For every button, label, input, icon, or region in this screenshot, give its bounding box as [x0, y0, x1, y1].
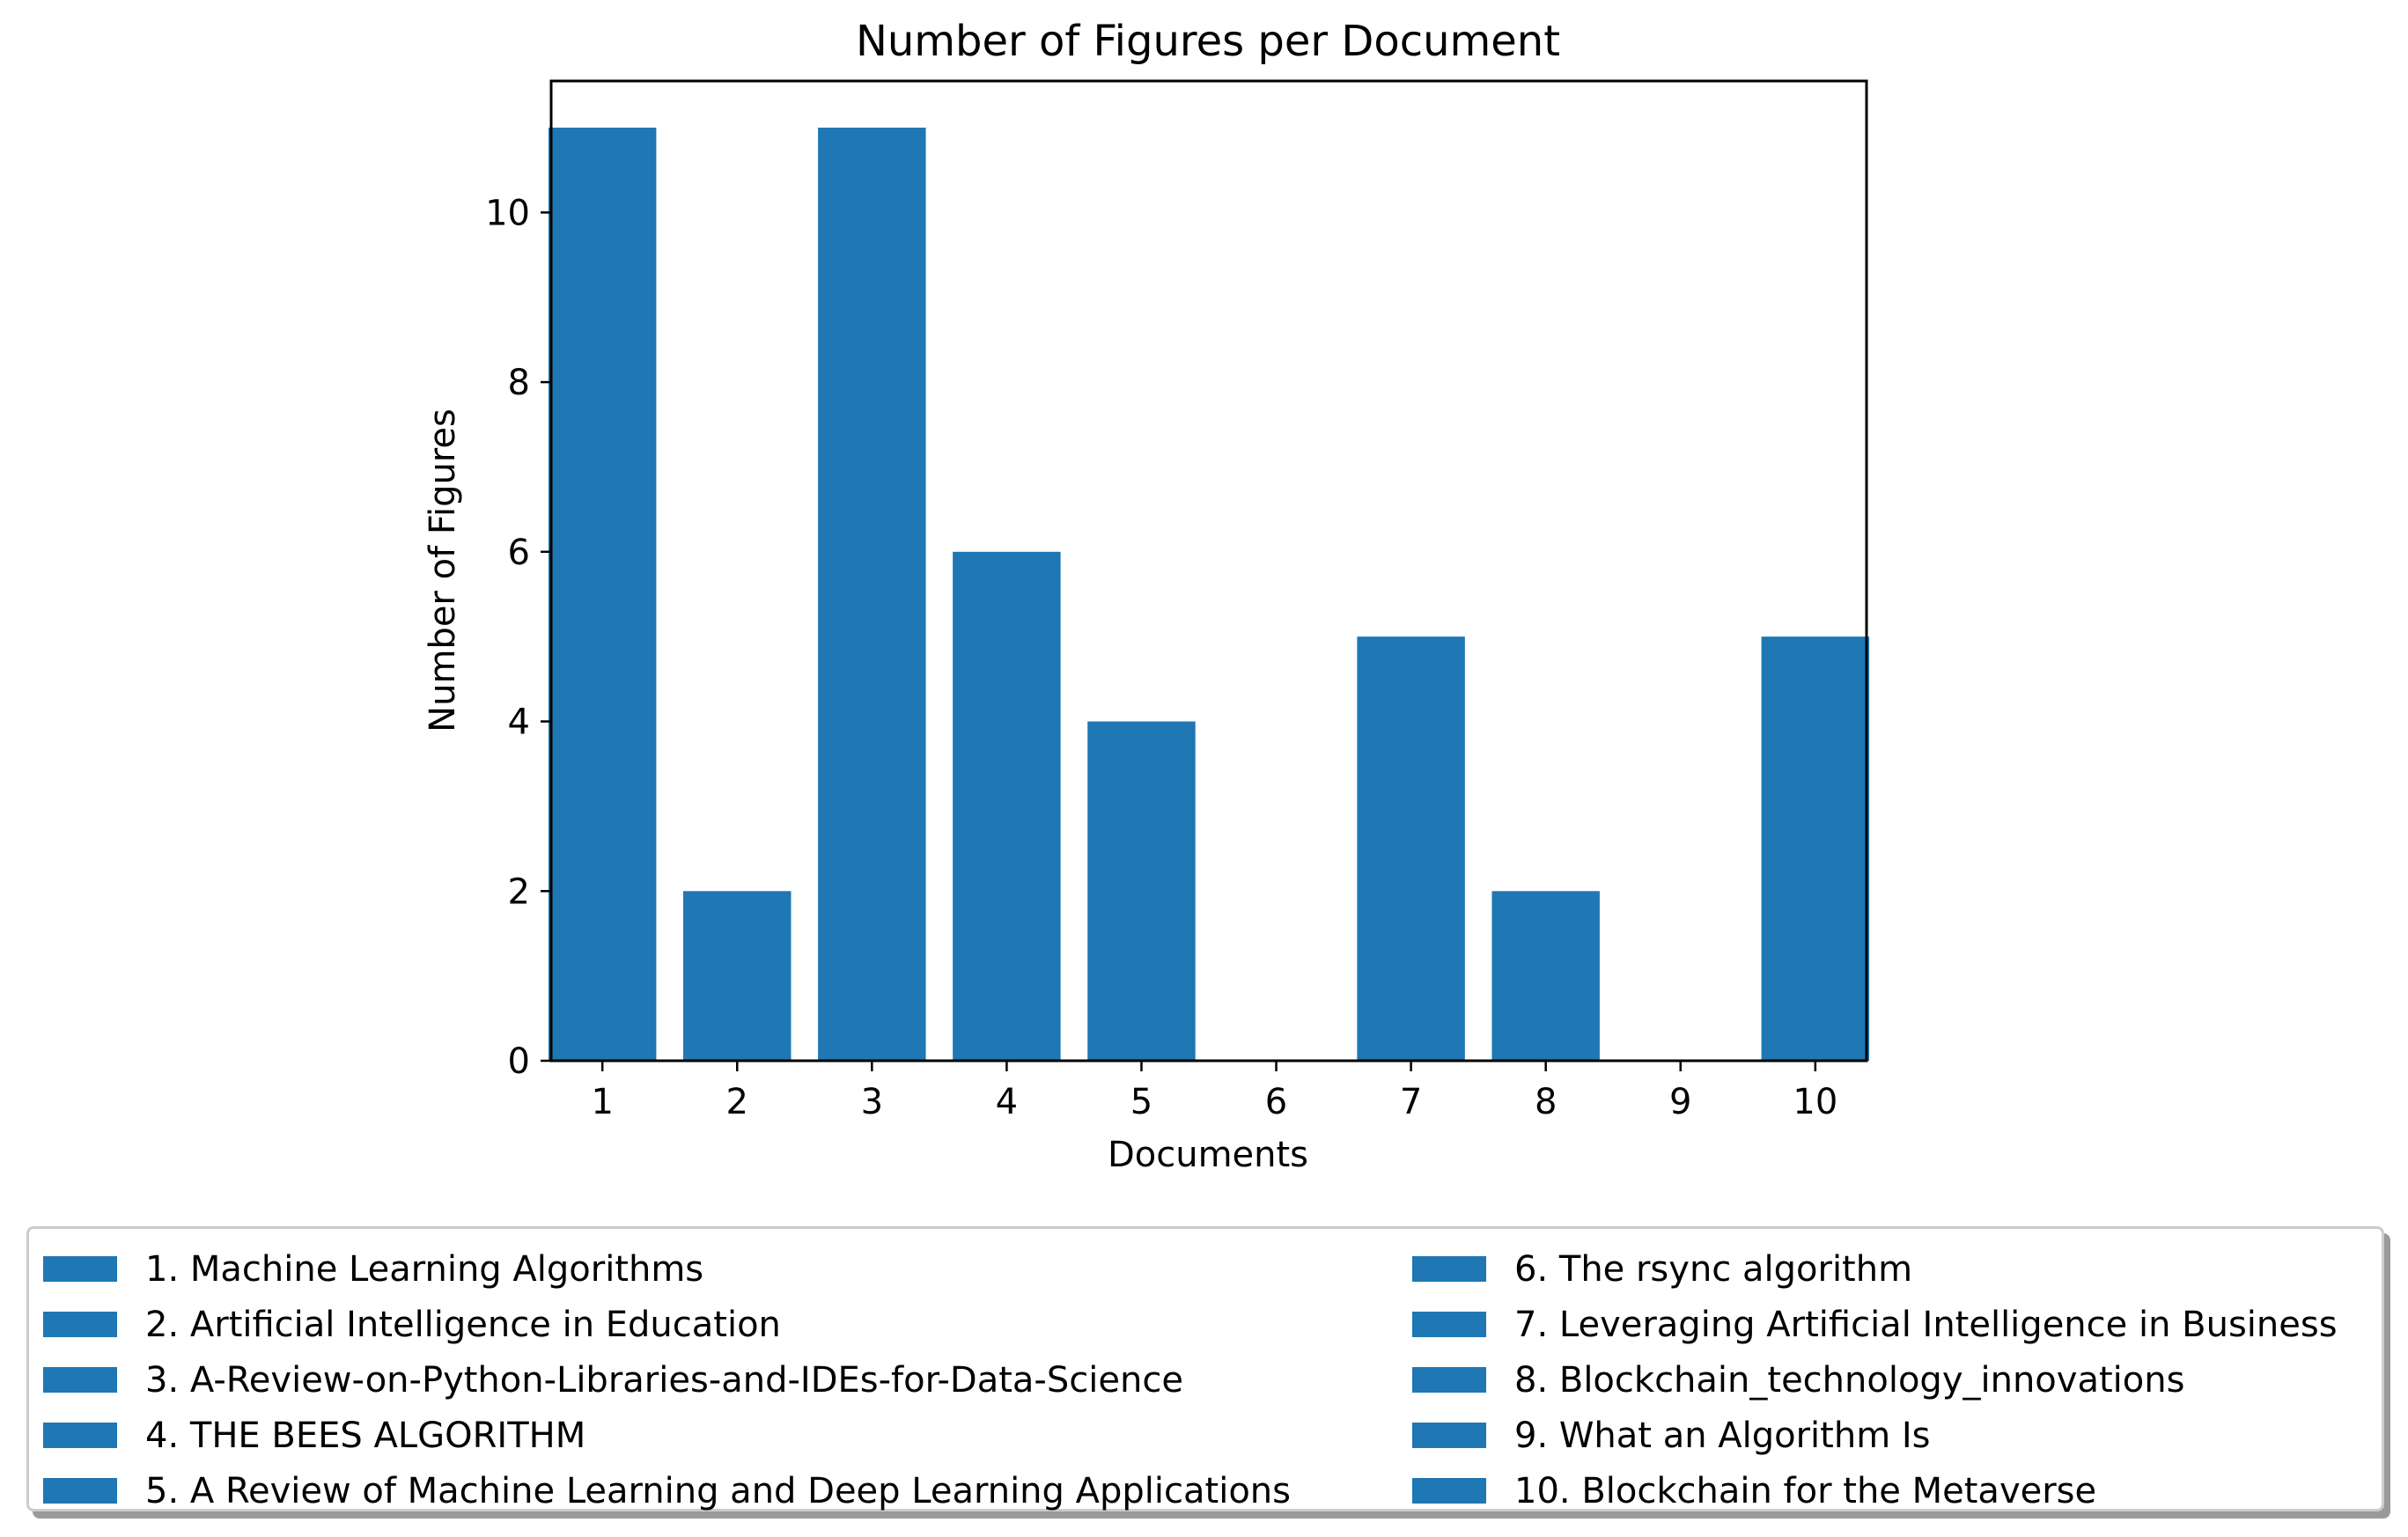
legend-label: 5. A Review of Machine Learning and Deep…: [145, 1470, 1291, 1511]
bar-document-8: [1491, 891, 1600, 1061]
legend-entry: 2. Artificial Intelligence in Education: [43, 1297, 781, 1352]
legend-swatch: [1412, 1423, 1486, 1448]
legend-entry: 6. The rsync algorithm: [1412, 1241, 1912, 1297]
legend-swatch: [43, 1367, 117, 1393]
legend-label: 8. Blockchain_technology_innovations: [1514, 1359, 2185, 1401]
y-tick-label-6: 6: [508, 533, 530, 573]
x-axis-label: Documents: [1108, 1135, 1308, 1175]
legend-swatch: [43, 1312, 117, 1337]
plot-frame: [549, 79, 1868, 1063]
legend-label: 10. Blockchain for the Metaverse: [1514, 1470, 2097, 1511]
x-tick-label-4: 4: [996, 1082, 1018, 1122]
legend-entry: 5. A Review of Machine Learning and Deep…: [43, 1463, 1291, 1519]
x-axis-ticks: 1 2 3 4 5 6 7 8 9 10: [591, 1061, 1837, 1122]
y-tick-label-2: 2: [508, 871, 530, 912]
legend-entry: 4. THE BEES ALGORITHM: [43, 1408, 585, 1463]
bar-document-5: [1087, 721, 1196, 1061]
chart-legend: 1. Machine Learning Algorithms 2. Artific…: [26, 1226, 2384, 1511]
legend-label: 9. What an Algorithm Is: [1514, 1415, 1931, 1456]
legend-swatch: [43, 1423, 117, 1448]
x-tick-label-3: 3: [861, 1082, 883, 1122]
legend-entry: 3. A-Review-on-Python-Libraries-and-IDEs…: [43, 1352, 1183, 1408]
legend-label: 2. Artificial Intelligence in Education: [145, 1304, 781, 1345]
legend-label: 4. THE BEES ALGORITHM: [145, 1415, 586, 1456]
legend-label: 1. Machine Learning Algorithms: [145, 1248, 704, 1290]
x-tick-label-1: 1: [591, 1082, 613, 1122]
chart-title: Number of Figures per Document: [856, 17, 1560, 66]
bar-document-7: [1357, 636, 1465, 1061]
x-tick-label-10: 10: [1793, 1082, 1837, 1122]
y-tick-label-8: 8: [508, 363, 530, 403]
legend-entry: 1. Machine Learning Algorithms: [43, 1241, 703, 1297]
legend-entry: 10. Blockchain for the Metaverse: [1412, 1463, 2096, 1519]
y-axis-ticks: 0 2 4 6 8 10: [485, 193, 551, 1082]
legend-label: 7. Leveraging Artificial Intelligence in…: [1514, 1304, 2338, 1345]
legend-entry: 8. Blockchain_technology_innovations: [1412, 1352, 2184, 1408]
legend-label: 6. The rsync algorithm: [1514, 1248, 1913, 1290]
x-tick-label-6: 6: [1265, 1082, 1287, 1122]
bar-document-3: [818, 128, 926, 1061]
bar-document-2: [683, 891, 792, 1061]
x-tick-label-7: 7: [1400, 1082, 1422, 1122]
y-tick-label-4: 4: [508, 702, 530, 743]
legend-swatch: [1412, 1478, 1486, 1504]
legend-entry: 9. What an Algorithm Is: [1412, 1408, 1931, 1463]
legend-swatch: [1412, 1312, 1486, 1337]
x-tick-label-9: 9: [1669, 1082, 1691, 1122]
bars-group: [548, 128, 1870, 1061]
legend-swatch: [1412, 1367, 1486, 1393]
y-tick-label-10: 10: [485, 193, 530, 233]
y-tick-label-0: 0: [508, 1041, 530, 1082]
legend-swatch: [43, 1256, 117, 1282]
legend-swatch: [1412, 1256, 1486, 1282]
legend-entry: 7. Leveraging Artificial Intelligence in…: [1412, 1297, 2338, 1352]
bar-document-10: [1761, 636, 1870, 1061]
bar-chart: Number of Figures per Document 1 2 3 4 5 6 7 8 9…: [423, 17, 1870, 1175]
x-tick-label-5: 5: [1130, 1082, 1152, 1122]
bar-document-4: [953, 551, 1061, 1061]
y-axis-label: Number of Figures: [423, 408, 463, 732]
x-tick-label-8: 8: [1535, 1082, 1557, 1122]
legend-swatch: [43, 1478, 117, 1504]
x-tick-label-2: 2: [726, 1082, 748, 1122]
legend-label: 3. A-Review-on-Python-Libraries-and-IDEs…: [145, 1359, 1183, 1401]
bar-document-1: [548, 128, 657, 1061]
